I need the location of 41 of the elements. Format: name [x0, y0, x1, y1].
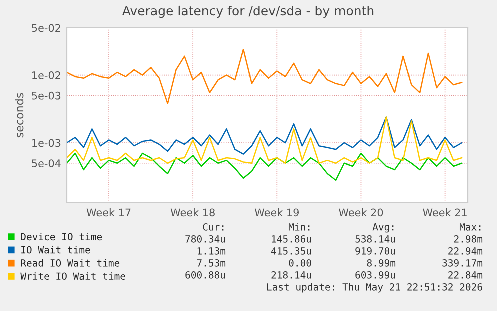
- line-series: [67, 116, 463, 155]
- text: 2.98m: [454, 235, 483, 243]
- legend-label: Read IO Wait time: [21, 259, 120, 267]
- text: Max:: [460, 224, 481, 231]
- x-tick-label: Week 20: [339, 208, 384, 217]
- text: Last update: Thu May 21 22:51:32 2026: [267, 283, 482, 293]
- y-tick-label: 5e-02: [32, 24, 60, 32]
- y-tick-label: 5e-03: [32, 92, 61, 100]
- text: 603.99u: [356, 271, 396, 279]
- text: 1.13m: [198, 247, 226, 255]
- text: 339.17m: [442, 259, 483, 267]
- text: 600.88u: [186, 271, 226, 279]
- y-axis-title: seconds: [15, 93, 24, 138]
- text: Cur:: [203, 223, 224, 231]
- text: 8.99m: [367, 259, 396, 267]
- text: 0.00: [289, 259, 312, 267]
- y-tick-label: 1e-03: [32, 139, 61, 148]
- text: 7.53m: [197, 259, 226, 267]
- legend-label: Device IO time: [21, 233, 102, 241]
- text: 22.94m: [448, 247, 483, 255]
- x-tick-label: Week 17: [86, 208, 131, 217]
- text: 919.70u: [356, 247, 396, 255]
- text: 538.14u: [356, 235, 396, 243]
- text: Min:: [288, 223, 310, 231]
- text: 22.84m: [448, 271, 483, 279]
- line-series: [67, 48, 463, 104]
- x-tick-label: Week 18: [170, 208, 215, 217]
- line-series: [67, 116, 463, 164]
- text: 218.14u: [272, 271, 312, 279]
- legend-label: IO Wait time: [22, 246, 90, 254]
- text: 415.35u: [272, 247, 312, 255]
- line-series: [67, 152, 463, 182]
- chart-title: Average latency for /dev/sda - by month: [122, 6, 374, 18]
- y-tick-label: 1e-02: [32, 72, 60, 80]
- x-tick-label: Week 21: [423, 208, 467, 217]
- text: Avg:: [372, 224, 394, 233]
- text: 780.34u: [186, 235, 226, 243]
- y-tick-label: 5e-04: [32, 160, 61, 168]
- text: 145.86u: [272, 235, 312, 243]
- legend-label: Write IO Wait time: [20, 272, 126, 280]
- x-tick-label: Week 19: [254, 208, 299, 217]
